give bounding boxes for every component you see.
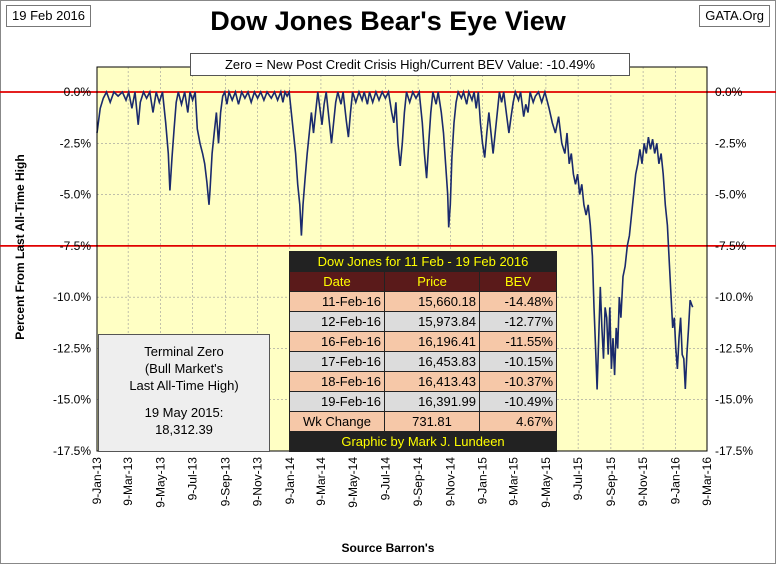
x-tick-label: 9-Mar-13 — [121, 457, 135, 506]
x-tick-label: 9-Jul-14 — [378, 457, 392, 501]
date-tag: 19 Feb 2016 — [6, 5, 92, 27]
y-axis-label: Percent From Last All-Time High — [13, 154, 27, 340]
terminal-zero-box: Terminal Zero (Bull Market's Last All-Ti… — [98, 334, 270, 452]
terminal-line-2: (Bull Market's — [144, 361, 224, 376]
bev-series-line — [96, 88, 694, 390]
col-header-price: Price — [384, 271, 480, 292]
x-tick-label: 9-Nov-15 — [636, 457, 650, 507]
x-tick-label: 9-Jan-13 — [90, 457, 104, 505]
col-header-bev: BEV — [479, 271, 557, 292]
x-tick-label: 9-Nov-13 — [251, 457, 265, 507]
x-tick-label: 9-Jan-15 — [476, 457, 490, 505]
x-tick-label: 9-May-14 — [346, 457, 360, 508]
x-tick-label: 9-Sep-13 — [218, 457, 232, 507]
table-row: 16-Feb-16 16,196.41 -11.55% — [289, 331, 557, 352]
row-bev: -10.15% — [479, 351, 557, 372]
y-tick-label-left: -7.5% — [60, 239, 92, 253]
row-price: 16,453.83 — [384, 351, 480, 372]
y-tick-label-left: -15.0% — [53, 393, 91, 407]
row-bev: -10.49% — [479, 391, 557, 412]
y-tick-label-left: -5.0% — [60, 188, 92, 202]
row-date: 11-Feb-16 — [289, 291, 385, 312]
x-tick-label: 9-Jan-14 — [283, 457, 297, 505]
y-tick-label-right: -5.0% — [715, 188, 747, 202]
row-price: 16,413.43 — [384, 371, 480, 392]
terminal-line-3: Last All-Time High) — [129, 378, 239, 393]
x-tick-label: 9-Sep-15 — [604, 457, 618, 507]
table-row: 17-Feb-16 16,453.83 -10.15% — [289, 351, 557, 372]
row-price: 16,196.41 — [384, 331, 480, 352]
row-bev: -14.48% — [479, 291, 557, 312]
table-credit: Graphic by Mark J. Lundeen — [289, 431, 557, 452]
x-tick-label: 9-Mar-15 — [507, 457, 521, 506]
wk-change-price: 731.81 — [384, 411, 480, 432]
y-tick-label-left: -10.0% — [53, 290, 91, 304]
chart-subtitle: Zero = New Post Credit Crisis High/Curre… — [190, 53, 630, 76]
terminal-line-1: Terminal Zero — [144, 344, 224, 359]
chart-title: Dow Jones Bear's Eye View — [210, 6, 566, 36]
week-change-row: Wk Change 731.81 4.67% — [289, 411, 557, 432]
terminal-value: 18,312.39 — [155, 422, 213, 437]
source-tag: GATA.Org — [699, 5, 770, 27]
row-price: 15,973.84 — [384, 311, 480, 332]
table-row: 18-Feb-16 16,413.43 -10.37% — [289, 371, 557, 392]
x-tick-label: 9-Mar-14 — [314, 457, 328, 506]
terminal-date: 19 May 2015: — [144, 405, 224, 420]
y-tick-label-right: -10.0% — [715, 290, 753, 304]
row-date: 18-Feb-16 — [289, 371, 385, 392]
row-price: 16,391.99 — [384, 391, 480, 412]
y-tick-label-left: -2.5% — [60, 136, 92, 150]
y-tick-label-right: -12.5% — [715, 341, 753, 355]
x-axis-label: Source Barron's — [341, 541, 435, 555]
x-tick-label: 9-May-13 — [153, 457, 167, 508]
wk-change-label: Wk Change — [289, 411, 385, 432]
x-tick-label: 9-May-15 — [539, 457, 553, 508]
row-bev: -12.77% — [479, 311, 557, 332]
row-bev: -11.55% — [479, 331, 557, 352]
x-tick-label: 9-Mar-16 — [700, 457, 714, 506]
table-title: Dow Jones for 11 Feb - 19 Feb 2016 — [289, 251, 557, 272]
y-tick-label-left: 0.0% — [64, 85, 92, 99]
table-row: 11-Feb-16 15,660.18 -14.48% — [289, 291, 557, 312]
x-tick-label: 9-Sep-14 — [411, 457, 425, 507]
y-tick-label-left: -17.5% — [53, 444, 91, 458]
y-tick-label-right: -7.5% — [715, 239, 747, 253]
x-tick-label: 9-Jul-13 — [186, 457, 200, 501]
row-date: 19-Feb-16 — [289, 391, 385, 412]
row-price: 15,660.18 — [384, 291, 480, 312]
y-tick-label-right: -17.5% — [715, 444, 753, 458]
x-tick-label: 9-Jul-15 — [571, 457, 585, 501]
y-tick-label-right: 0.0% — [715, 85, 743, 99]
y-tick-label-left: -12.5% — [53, 341, 91, 355]
table-row: 19-Feb-16 16,391.99 -10.49% — [289, 391, 557, 412]
row-bev: -10.37% — [479, 371, 557, 392]
row-date: 16-Feb-16 — [289, 331, 385, 352]
y-tick-label-right: -2.5% — [715, 136, 747, 150]
row-date: 12-Feb-16 — [289, 311, 385, 332]
y-tick-label-right: -15.0% — [715, 393, 753, 407]
y-axis-ticks: 0.0% 0.0% -2.5% -2.5% -5.0% -5.0% -7.5% -7.5% -1… — [53, 85, 753, 458]
row-date: 17-Feb-16 — [289, 351, 385, 372]
x-tick-label: 9-Jan-16 — [668, 457, 682, 505]
x-axis-ticks: 9-Jan-13 9-Mar-13 9-May-13 9-Jul-13 9-Sep-13… — [90, 457, 714, 508]
table-row: 12-Feb-16 15,973.84 -12.77% — [289, 311, 557, 332]
wk-change-bev: 4.67% — [479, 411, 557, 432]
x-tick-label: 9-Nov-14 — [443, 457, 457, 507]
dow-weekly-table: Dow Jones for 11 Feb - 19 Feb 2016 Date … — [289, 251, 557, 452]
col-header-date: Date — [289, 271, 385, 292]
